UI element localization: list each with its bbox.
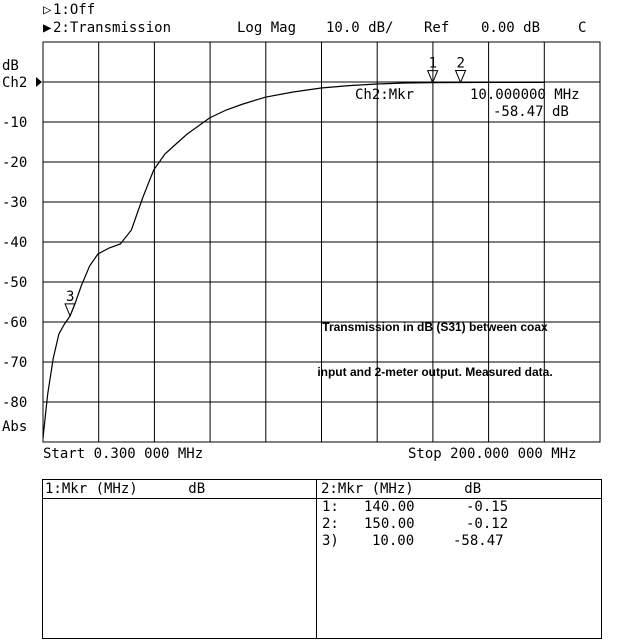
y-tick-label: -30 bbox=[2, 195, 27, 211]
row-id: 1: bbox=[322, 499, 339, 515]
format-label: Log Mag bbox=[237, 20, 297, 36]
y-tick-label: -20 bbox=[2, 155, 27, 171]
transmission-chart: Ch2 -10 -20 -30 -40 -50 -60 -70 -80 1 2 3 bbox=[2, 41, 601, 443]
abs-label: Abs bbox=[2, 419, 28, 435]
marker-3-icon bbox=[64, 303, 76, 318]
table-right-header: 2:Mkr (MHz) dB bbox=[321, 481, 482, 497]
active-channel-icon: ▶ bbox=[43, 20, 52, 36]
marker-2-label: 2 bbox=[457, 55, 465, 71]
row-frequency: 140.00 bbox=[364, 499, 415, 515]
marker-2-icon bbox=[454, 69, 467, 84]
row-frequency: 10.00 bbox=[372, 533, 415, 549]
annotation-line-2: input and 2-meter output. Measured data. bbox=[317, 365, 553, 379]
y-tick-label: -60 bbox=[2, 315, 27, 331]
y-tick-label: -80 bbox=[2, 395, 27, 411]
ref-value: 0.00 dB bbox=[481, 20, 541, 36]
stop-frequency: Stop 200.000 000 MHz bbox=[408, 446, 577, 462]
row-value: -58.47 bbox=[453, 533, 504, 549]
marker-3-label: 3 bbox=[66, 289, 74, 305]
y-tick-label: -50 bbox=[2, 275, 27, 291]
table-header-divider bbox=[42, 498, 602, 499]
y-tick-label: -70 bbox=[2, 355, 27, 371]
row-value: -0.12 bbox=[466, 516, 509, 532]
y-unit-label: dB bbox=[2, 58, 19, 74]
marker-table bbox=[42, 479, 602, 639]
cal-flag: C bbox=[578, 20, 587, 36]
scale-label: 10.0 dB/ bbox=[326, 20, 394, 36]
chart-annotation: Transmission in dB (S31) between coax in… bbox=[280, 290, 590, 395]
row-frequency: 150.00 bbox=[364, 516, 415, 532]
ref-label: Ref bbox=[424, 20, 450, 36]
marker-readout-value: -58.47 dB bbox=[493, 104, 569, 120]
y-tick-label: Ch2 bbox=[2, 75, 27, 91]
reference-pointer-icon bbox=[36, 77, 42, 87]
y-tick-label: -40 bbox=[2, 235, 27, 251]
row-id: 2: bbox=[322, 516, 339, 532]
start-frequency: Start 0.300 000 MHz bbox=[43, 446, 204, 462]
marker-readout-label: Ch2:Mkr bbox=[355, 87, 415, 103]
marker-readout-freq: 10.000000 MHz bbox=[470, 87, 580, 103]
row-value: -0.15 bbox=[466, 499, 509, 515]
row-id: 3) bbox=[322, 533, 339, 549]
annotation-line-1: Transmission in dB (S31) between coax bbox=[322, 320, 548, 334]
channel1-status: 1:Off bbox=[53, 2, 96, 18]
y-tick-label: -10 bbox=[2, 115, 27, 131]
marker-1-label: 1 bbox=[429, 56, 437, 72]
channel2-title: 2:Transmission bbox=[53, 20, 172, 36]
table-left-header: 1:Mkr (MHz) dB bbox=[45, 481, 206, 497]
ch1-indicator-icon: ▷ bbox=[43, 2, 52, 18]
marker-1-icon bbox=[426, 70, 439, 84]
table-column-divider bbox=[316, 479, 317, 639]
